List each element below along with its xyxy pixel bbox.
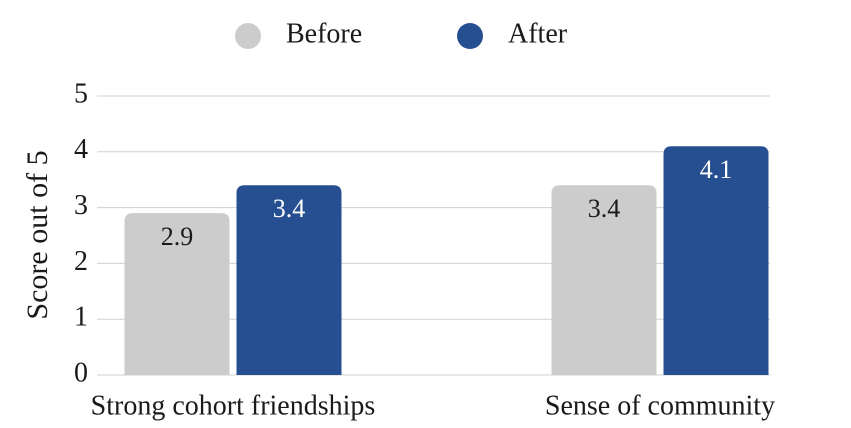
y-tick-label: 3 — [74, 190, 88, 221]
y-tick-label: 1 — [74, 302, 88, 333]
bar — [124, 213, 230, 375]
y-tick-label: 4 — [74, 134, 88, 165]
y-tick-label: 5 — [74, 78, 88, 109]
y-tick-label: 2 — [74, 246, 88, 277]
x-tick-label: Sense of community — [545, 390, 775, 421]
legend-label: Before — [286, 18, 362, 49]
x-tick-label: Strong cohort friendships — [91, 390, 376, 421]
data-label: 4.1 — [700, 155, 733, 184]
bar — [663, 146, 769, 375]
bar — [236, 185, 342, 375]
y-tick-label: 0 — [74, 357, 88, 388]
legend-swatch — [235, 23, 261, 49]
bar — [551, 185, 657, 375]
legend-swatch — [457, 23, 483, 49]
data-label: 2.9 — [161, 222, 194, 251]
y-axis-title: Score out of 5 — [21, 150, 54, 319]
data-label: 3.4 — [588, 194, 621, 223]
data-label: 3.4 — [273, 194, 306, 223]
legend-label: After — [508, 18, 568, 49]
